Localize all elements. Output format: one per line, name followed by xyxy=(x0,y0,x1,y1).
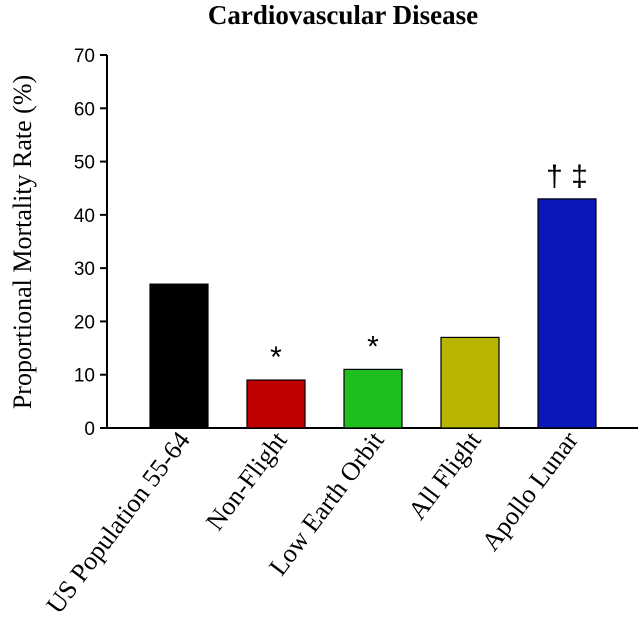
bars xyxy=(149,198,597,429)
watermark-left-bottom: 6PARK.COM xyxy=(8,554,73,567)
bar-2 xyxy=(343,368,403,429)
x-tick-label: All Flight xyxy=(402,426,487,525)
y-tick-label: 70 xyxy=(74,46,95,67)
watermark-bottom-right: 头条 @放牛班的娃 xyxy=(506,599,622,616)
bar-annotation: * xyxy=(270,341,282,374)
y-tick-label: 40 xyxy=(74,206,95,227)
x-tick-label: Non-Flight xyxy=(200,426,293,536)
y-ticks: 0 10 20 30 40 50 60 70 xyxy=(74,46,107,440)
y-tick-label: 0 xyxy=(84,419,95,440)
bar-0 xyxy=(149,283,209,429)
bar-annotation: † ‡ xyxy=(546,160,588,193)
bar-annotation: * xyxy=(367,330,379,363)
watermark-left: 留园社区 6PARK.COM xyxy=(8,535,73,567)
watermark-left-top: 留园社区 xyxy=(8,535,64,551)
y-tick-label: 30 xyxy=(74,259,95,280)
annotations: * * † ‡ xyxy=(270,160,588,374)
chart-title: Cardiovascular Disease xyxy=(208,0,478,30)
y-axis-label: Proportional Mortality Rate (%) xyxy=(8,75,37,409)
bar-4 xyxy=(537,198,597,429)
bar-1 xyxy=(246,379,306,429)
y-tick-label: 60 xyxy=(74,99,95,120)
y-tick-label: 10 xyxy=(74,366,95,387)
bar-3 xyxy=(440,336,500,429)
x-tick-label: US Population 55-64 xyxy=(40,426,195,619)
y-tick-label: 20 xyxy=(74,312,95,333)
x-tick-label: Apollo Lunar xyxy=(476,426,584,556)
y-tick-label: 50 xyxy=(74,153,95,174)
